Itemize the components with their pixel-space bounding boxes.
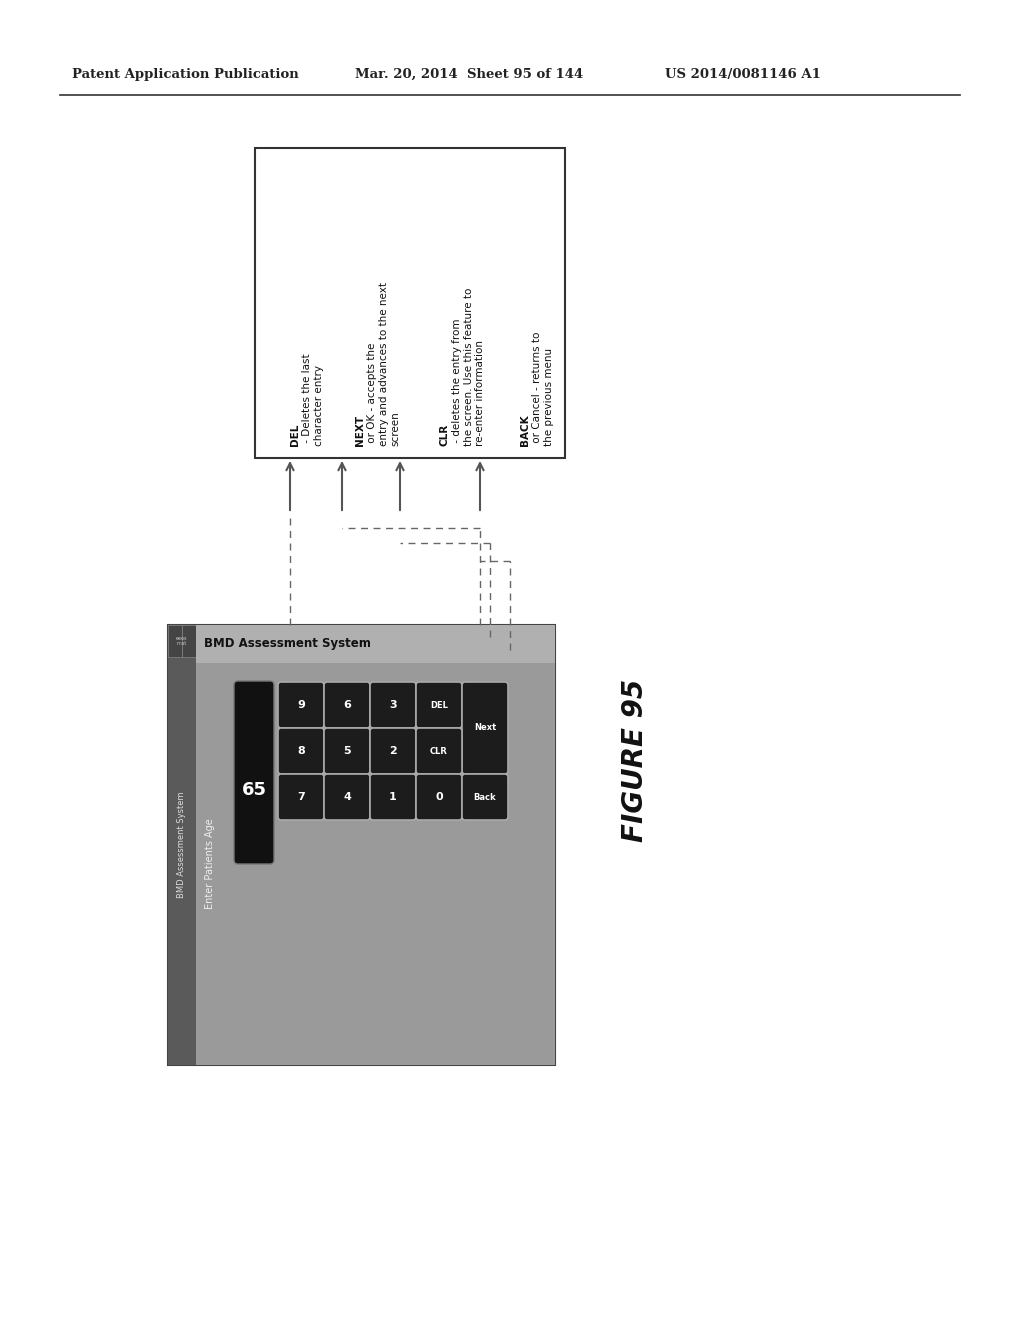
Bar bbox=[182, 624, 196, 657]
Bar bbox=[168, 624, 196, 1065]
Text: 5: 5 bbox=[343, 746, 351, 756]
Text: 8: 8 bbox=[297, 746, 305, 756]
FancyBboxPatch shape bbox=[370, 729, 416, 774]
FancyBboxPatch shape bbox=[462, 774, 508, 820]
Text: 7: 7 bbox=[297, 792, 305, 803]
Text: 2: 2 bbox=[389, 746, 397, 756]
Text: or Cancel - returns to
the previous menu: or Cancel - returns to the previous menu bbox=[532, 331, 554, 446]
Text: 65: 65 bbox=[242, 781, 266, 799]
Text: Back: Back bbox=[474, 792, 497, 801]
Text: BACK: BACK bbox=[520, 414, 530, 446]
Text: Patent Application Publication: Patent Application Publication bbox=[72, 69, 299, 81]
Text: CLR: CLR bbox=[430, 747, 447, 755]
FancyBboxPatch shape bbox=[462, 682, 508, 774]
Text: Next: Next bbox=[474, 723, 496, 733]
Text: 4: 4 bbox=[343, 792, 351, 803]
Bar bbox=[255, 148, 565, 458]
FancyBboxPatch shape bbox=[324, 682, 370, 729]
Text: 9: 9 bbox=[297, 700, 305, 710]
Text: - deletes the entry from
the screen. Use this feature to
re-enter information: - deletes the entry from the screen. Use… bbox=[452, 288, 485, 446]
FancyBboxPatch shape bbox=[324, 774, 370, 820]
FancyBboxPatch shape bbox=[278, 682, 324, 729]
Text: - Deletes the last
character entry: - Deletes the last character entry bbox=[302, 354, 324, 446]
Text: or OK - accepts the
entry and advances to the next
screen: or OK - accepts the entry and advances t… bbox=[367, 282, 400, 446]
Text: 3: 3 bbox=[389, 700, 397, 710]
Bar bbox=[196, 624, 555, 663]
FancyBboxPatch shape bbox=[324, 729, 370, 774]
FancyBboxPatch shape bbox=[370, 774, 416, 820]
Bar bbox=[168, 624, 182, 657]
Text: Mar. 20, 2014  Sheet 95 of 144: Mar. 20, 2014 Sheet 95 of 144 bbox=[355, 69, 584, 81]
FancyBboxPatch shape bbox=[278, 774, 324, 820]
Text: Enter Patients Age: Enter Patients Age bbox=[205, 818, 215, 909]
Text: eeos
nrat: eeos nrat bbox=[176, 636, 187, 647]
FancyBboxPatch shape bbox=[416, 729, 462, 774]
FancyBboxPatch shape bbox=[416, 682, 462, 729]
Text: NEXT: NEXT bbox=[355, 414, 365, 446]
Text: CLR: CLR bbox=[440, 424, 450, 446]
Text: BMD Assessment System: BMD Assessment System bbox=[177, 792, 186, 899]
Bar bbox=[196, 663, 555, 1065]
Text: DEL: DEL bbox=[430, 701, 447, 710]
Text: FIGURE 95: FIGURE 95 bbox=[621, 678, 649, 842]
Text: US 2014/0081146 A1: US 2014/0081146 A1 bbox=[665, 69, 821, 81]
Text: BMD Assessment System: BMD Assessment System bbox=[204, 638, 371, 651]
Bar bbox=[168, 624, 555, 1065]
FancyBboxPatch shape bbox=[278, 729, 324, 774]
Text: DEL: DEL bbox=[290, 424, 300, 446]
FancyBboxPatch shape bbox=[370, 682, 416, 729]
FancyBboxPatch shape bbox=[416, 774, 462, 820]
FancyBboxPatch shape bbox=[234, 681, 274, 865]
Text: 1: 1 bbox=[389, 792, 397, 803]
Text: 6: 6 bbox=[343, 700, 351, 710]
Text: 0: 0 bbox=[435, 792, 442, 803]
